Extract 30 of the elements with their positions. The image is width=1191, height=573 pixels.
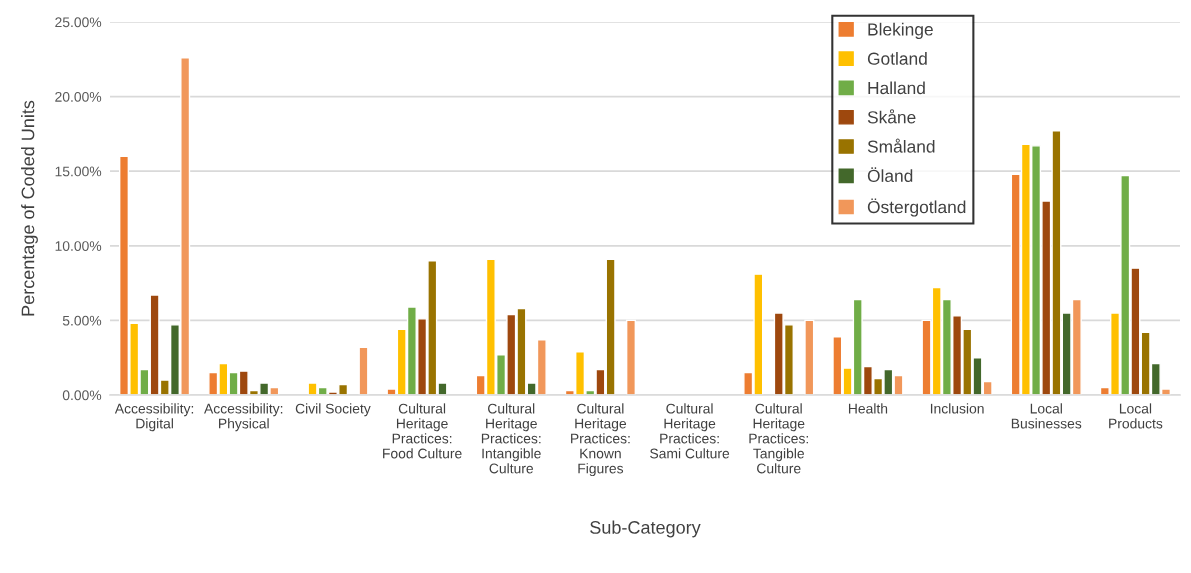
y-tick-label: 0.00% [62, 390, 102, 401]
x-tick-label: Accessibility: Digital [114, 403, 194, 432]
x-tick-label: Local Products [1109, 403, 1163, 429]
x-tick-label: Local Businesses [1011, 403, 1082, 429]
x-tick-label: Cultural Heritage Practices: Food Culture [383, 403, 462, 459]
y-tick-label: 10.00% [55, 241, 102, 251]
legend-label: Gotland [867, 52, 927, 65]
y-axis-title: Percentage of Coded Units [21, 100, 38, 316]
legend-label: Halland [868, 81, 925, 95]
bar [358, 346, 369, 395]
x-axis-title: Sub-Category [590, 520, 701, 538]
x-tick-label: Inclusion [930, 403, 984, 414]
x-tick-label: Accessibility: Physical [204, 403, 283, 432]
y-tick-label: 20.00% [55, 91, 102, 102]
x-tick-label: Cultural Heritage Practices: Sami Culture [650, 403, 730, 459]
legend-label: Skåne [867, 109, 916, 124]
y-tick-label: 25.00% [55, 17, 102, 28]
bar [625, 319, 637, 395]
x-tick-label: Cultural Heritage Practices: Tangible Culture [749, 403, 808, 474]
x-tick-label: Cultural Heritage Practices: Intangible Culture [481, 403, 541, 474]
x-tick-label: Cultural Heritage Practices: Known Figures [571, 403, 630, 477]
legend-label: Småland [867, 138, 935, 153]
legend-label: Östergotland [867, 198, 966, 217]
legend-label: Öland [867, 167, 913, 183]
legend-label: Blekinge [868, 22, 933, 39]
y-tick-label: 5.00% [62, 315, 102, 326]
x-tick-label: Civil Society [295, 403, 371, 417]
y-tick-label: 15.00% [55, 166, 102, 177]
x-tick-label: Health [848, 403, 888, 414]
bar [804, 319, 815, 395]
